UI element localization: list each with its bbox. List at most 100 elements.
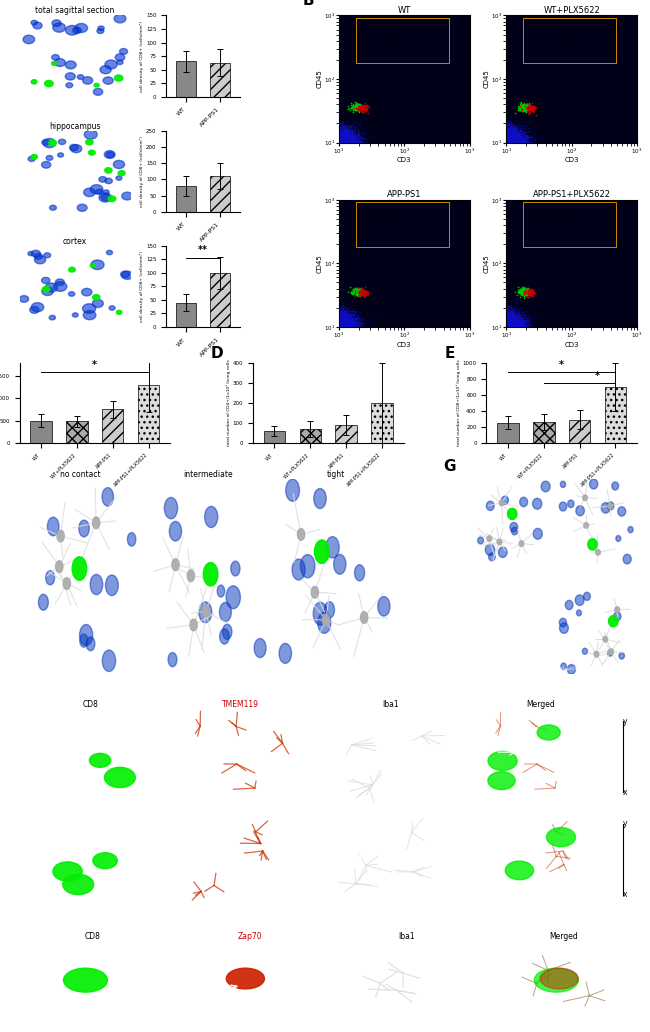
Point [506, 122, 516, 138]
Point [516, 123, 526, 139]
Point [503, 115, 514, 131]
Point [334, 314, 345, 330]
Point [519, 100, 530, 117]
Point [334, 134, 345, 151]
Point [340, 308, 350, 324]
Point [334, 315, 345, 331]
Point [334, 129, 345, 146]
Point [509, 134, 519, 151]
Point [512, 131, 522, 148]
Point [335, 319, 346, 335]
Point [334, 124, 345, 140]
Point [339, 311, 349, 327]
Point [501, 133, 512, 150]
Point [337, 130, 348, 147]
Point [336, 125, 346, 141]
Point [508, 318, 518, 334]
Point [337, 315, 348, 331]
Point [521, 283, 532, 299]
Point [504, 310, 515, 326]
Point [334, 132, 345, 149]
Point [512, 132, 522, 149]
Point [516, 129, 526, 146]
Point [337, 313, 347, 329]
Point [504, 126, 515, 142]
Point [335, 134, 346, 151]
Point [501, 308, 512, 324]
Point [502, 132, 512, 149]
Point [350, 310, 361, 326]
Point [344, 308, 355, 324]
Point [501, 312, 512, 328]
Point [339, 319, 349, 335]
Point [335, 316, 345, 332]
Point [504, 116, 515, 132]
Point [334, 134, 345, 151]
Point [340, 313, 350, 329]
Point [336, 132, 346, 149]
Point [343, 131, 353, 148]
Point [335, 318, 345, 334]
Point [334, 130, 345, 147]
Point [502, 131, 512, 148]
Point [337, 319, 347, 335]
Point [339, 316, 350, 332]
Point [341, 318, 351, 334]
Point [337, 307, 347, 323]
Point [508, 132, 518, 149]
Point [502, 315, 513, 331]
Point [341, 134, 352, 151]
Point [353, 283, 363, 299]
Point [338, 125, 348, 141]
Point [334, 309, 345, 325]
Point [335, 316, 346, 332]
Point [519, 317, 529, 333]
Point [334, 309, 345, 325]
Point [504, 134, 514, 151]
Point [348, 308, 359, 324]
Point [339, 129, 350, 146]
Point [341, 129, 352, 146]
Point [335, 128, 346, 144]
Point [516, 311, 526, 327]
Point [513, 131, 523, 148]
Point [506, 129, 516, 146]
Point [506, 318, 517, 334]
Point [337, 132, 348, 149]
Point [339, 134, 349, 151]
Point [504, 131, 515, 148]
Point [343, 134, 353, 151]
Point [346, 131, 357, 148]
Point [508, 315, 519, 331]
Point [505, 134, 515, 151]
Point [517, 131, 528, 148]
Point [350, 310, 361, 326]
Point [334, 319, 345, 335]
Point [504, 133, 515, 150]
Point [510, 319, 520, 335]
Point [350, 319, 361, 335]
Point [334, 130, 345, 147]
Point [507, 130, 517, 147]
Point [504, 315, 515, 331]
Point [503, 311, 514, 327]
Point [514, 311, 525, 327]
Point [517, 131, 527, 148]
Point [508, 122, 519, 138]
Point [509, 319, 519, 335]
Point [337, 319, 347, 335]
Point [501, 310, 512, 326]
Point [501, 132, 512, 149]
Point [341, 132, 351, 149]
Point [339, 309, 349, 325]
Point [337, 131, 348, 148]
Point [354, 313, 364, 329]
Point [334, 305, 345, 322]
Point [507, 125, 517, 141]
Point [507, 133, 517, 150]
Point [506, 131, 516, 148]
Point [343, 305, 353, 322]
Point [509, 130, 519, 147]
Point [357, 130, 367, 147]
Point [506, 127, 516, 143]
